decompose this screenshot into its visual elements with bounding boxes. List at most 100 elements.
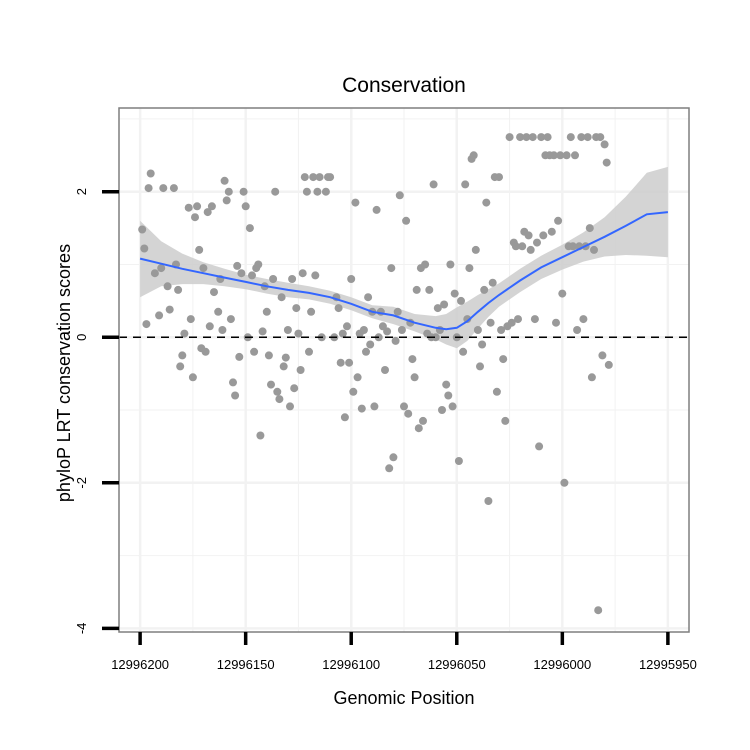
data-point	[440, 300, 449, 309]
data-point	[535, 442, 544, 451]
data-point	[138, 225, 147, 234]
y-axis-title: phyloP LRT conservation scores	[54, 244, 74, 502]
data-point	[387, 264, 396, 273]
data-point	[554, 216, 563, 225]
data-point	[340, 413, 349, 422]
data-point	[587, 373, 596, 382]
data-point	[313, 187, 322, 196]
data-point	[370, 402, 379, 411]
data-point	[543, 133, 552, 142]
data-point	[505, 133, 514, 142]
data-point	[473, 326, 482, 334]
data-point	[338, 329, 347, 338]
data-point	[157, 264, 166, 273]
data-point	[539, 231, 548, 240]
data-point	[514, 315, 522, 324]
data-point	[579, 315, 588, 324]
data-point	[488, 278, 497, 287]
data-point	[604, 360, 613, 369]
data-point	[180, 329, 189, 338]
data-point	[351, 198, 360, 207]
data-point	[495, 173, 503, 182]
data-point	[391, 336, 400, 345]
data-point	[347, 275, 356, 283]
data-point	[552, 318, 560, 327]
data-point	[469, 151, 478, 160]
data-point	[463, 315, 472, 324]
data-point	[549, 151, 558, 160]
data-point	[296, 366, 305, 374]
data-point	[159, 184, 168, 193]
data-point	[454, 457, 463, 465]
grid-lines	[119, 108, 689, 632]
data-point	[300, 173, 309, 182]
data-point	[385, 464, 394, 473]
y-tick-label: 2	[74, 188, 89, 195]
data-point	[269, 275, 278, 283]
data-point	[229, 378, 237, 387]
data-point	[397, 326, 406, 334]
data-point	[326, 173, 335, 182]
data-point	[220, 176, 229, 185]
data-point	[309, 173, 318, 182]
data-point	[186, 315, 195, 324]
data-point	[150, 269, 159, 278]
data-point	[530, 315, 539, 324]
data-point	[482, 198, 491, 207]
data-point	[256, 431, 265, 440]
data-point	[235, 352, 244, 361]
data-point	[412, 285, 421, 294]
x-tick-label: 12996100	[322, 657, 380, 672]
data-point	[408, 355, 417, 364]
data-point	[146, 169, 155, 178]
y-tick-label: -4	[74, 623, 89, 635]
data-point	[224, 187, 233, 196]
data-point	[431, 333, 440, 342]
data-point	[366, 340, 375, 349]
data-point	[349, 387, 358, 396]
x-tick-label: 12996200	[111, 657, 169, 672]
data-point	[556, 151, 565, 160]
data-point	[359, 326, 368, 334]
data-point	[184, 203, 193, 212]
data-point	[383, 327, 392, 336]
data-point	[442, 380, 451, 389]
y-tick-label: 0	[74, 334, 89, 341]
data-point	[497, 326, 506, 334]
x-tick-label: 12996150	[217, 657, 275, 672]
data-point	[165, 305, 174, 314]
data-point	[169, 184, 178, 193]
data-point	[142, 320, 151, 329]
x-axis-title: Genomic Position	[333, 688, 474, 708]
data-point	[450, 289, 459, 298]
data-point	[277, 293, 286, 302]
data-point	[585, 224, 594, 233]
data-point	[400, 402, 408, 411]
data-point	[334, 304, 343, 313]
data-point	[419, 416, 427, 425]
data-point	[210, 288, 218, 297]
smooth-line-layer	[139, 211, 669, 331]
data-point	[207, 202, 216, 211]
data-point	[311, 271, 320, 280]
data-point	[566, 133, 575, 142]
data-point	[155, 311, 164, 320]
data-point	[239, 187, 248, 196]
x-tick-label: 12995950	[639, 657, 697, 672]
data-point	[414, 424, 423, 433]
data-point	[364, 293, 373, 302]
smooth-line	[139, 211, 669, 331]
data-point	[533, 238, 541, 247]
data-point	[294, 329, 303, 338]
chart-title: Conservation	[342, 74, 466, 97]
data-point	[433, 304, 442, 313]
x-tick-label: 12996050	[428, 657, 486, 672]
data-point	[444, 391, 453, 400]
data-point	[568, 242, 577, 251]
data-point	[267, 380, 275, 389]
data-point	[516, 133, 525, 142]
data-point	[446, 260, 455, 269]
data-point	[425, 285, 434, 294]
data-point	[262, 307, 271, 316]
data-point	[140, 244, 149, 253]
